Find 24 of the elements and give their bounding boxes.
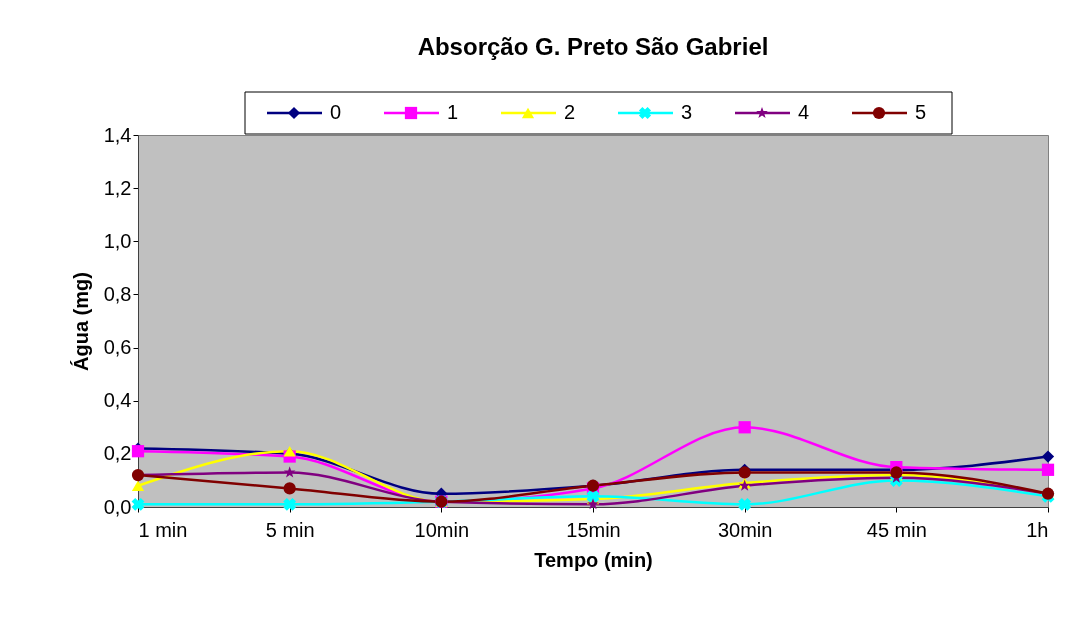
- x-tick-label: 1h: [1026, 518, 1049, 541]
- x-tick-label: 45 min: [866, 518, 927, 541]
- legend-label: 5: [915, 101, 927, 123]
- legend-label: 3: [681, 101, 693, 123]
- y-tick-label: 1,2: [103, 176, 132, 199]
- legend-label: 0: [330, 101, 342, 123]
- y-tick-label: 0,2: [103, 442, 132, 465]
- y-tick-label: 0,0: [103, 495, 132, 518]
- legend-label: 2: [564, 101, 576, 123]
- legend-label: 1: [447, 101, 459, 123]
- x-axis-title: Tempo (min): [534, 548, 653, 571]
- x-tick-label: 10min: [414, 518, 470, 541]
- x-tick-label: 30min: [717, 518, 773, 541]
- y-tick-label: 0,4: [103, 389, 132, 412]
- chart-title: Absorção G. Preto São Gabriel: [417, 32, 769, 60]
- legend-label: 4: [798, 101, 810, 123]
- y-tick-label: 0,6: [103, 336, 132, 359]
- y-tick-label: 1,0: [103, 229, 132, 252]
- x-tick-label: 1 min: [138, 518, 188, 541]
- y-axis-title: Água (mg): [69, 272, 92, 371]
- x-tick-label: 5 min: [265, 518, 315, 541]
- y-tick-label: 1,4: [103, 123, 132, 146]
- y-tick-label: 0,8: [103, 282, 132, 305]
- x-tick-label: 15min: [566, 518, 621, 541]
